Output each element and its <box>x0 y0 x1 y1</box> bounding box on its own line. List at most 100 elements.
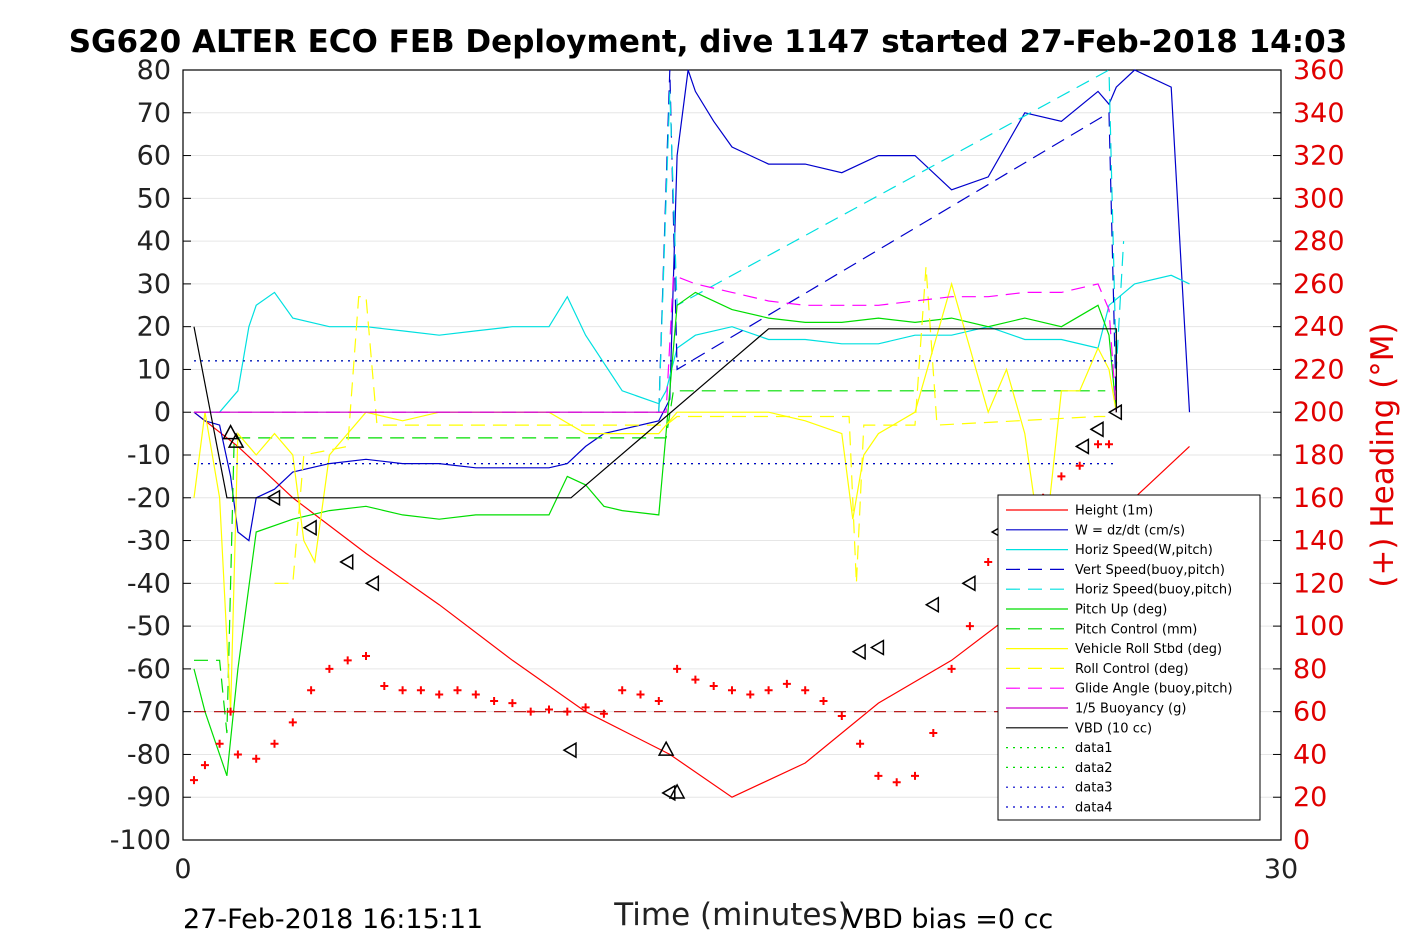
x-tick-label: 0 <box>174 854 191 885</box>
heading-point <box>929 729 938 738</box>
y-tick-label: 50 <box>137 183 171 214</box>
marker-left-triangle <box>1074 438 1090 455</box>
heading-point <box>453 686 462 695</box>
heading-point <box>746 690 755 699</box>
y-tick-label: -60 <box>127 654 171 685</box>
right-tick-label: 20 <box>1293 782 1327 813</box>
legend-label: 1/5 Buoyancy (g) <box>1075 702 1186 717</box>
y-tick-label: 70 <box>137 98 171 129</box>
y-tick-label: -40 <box>127 568 171 599</box>
marker-up-triangle <box>227 432 245 448</box>
heading-point <box>343 656 352 665</box>
right-tick-label: 260 <box>1293 269 1345 300</box>
y-tick-label: -20 <box>127 483 171 514</box>
heading-point <box>435 690 444 699</box>
right-tick-label: 160 <box>1293 483 1345 514</box>
legend-label: Horiz Speed(W,pitch) <box>1075 543 1213 558</box>
right-tick-label: 240 <box>1293 312 1345 343</box>
heading-point <box>837 711 846 720</box>
legend-label: Pitch Up (deg) <box>1075 603 1167 618</box>
legend-label: Vehicle Roll Stbd (deg) <box>1075 642 1222 657</box>
heading-point <box>984 557 993 566</box>
marker-left-triangle <box>961 575 976 592</box>
legend-label: Roll Control (deg) <box>1075 662 1189 677</box>
legend-label: W = dz/dt (cm/s) <box>1075 523 1185 538</box>
right-tick-label: 140 <box>1293 526 1345 557</box>
tick-labels: 80706050403020100-10-20-30-40-50-60-70-8… <box>110 55 1345 885</box>
marker-left-triangle <box>1107 403 1123 421</box>
heading-point <box>215 739 224 748</box>
marker-up-triangle <box>668 783 686 799</box>
heading-point <box>892 778 901 787</box>
right-tick-label: 0 <box>1293 825 1310 856</box>
heading-point <box>947 664 956 673</box>
series-vbd-10-cc <box>193 326 1117 499</box>
series-pitch-control-mm <box>194 390 1106 734</box>
heading-point <box>764 686 773 695</box>
legend-label: data1 <box>1075 741 1113 756</box>
x-tick-label: 30 <box>1264 854 1298 885</box>
y-tick-label: 80 <box>137 55 171 86</box>
marker-left-triangle <box>562 741 577 759</box>
legend-label: data4 <box>1075 801 1113 816</box>
marker-left-triangle <box>339 553 354 571</box>
series-heading <box>189 440 1113 787</box>
heading-point <box>398 686 407 695</box>
series-layer <box>189 69 1191 798</box>
heading-point <box>654 696 663 705</box>
series-glide-angle-buoy-pitch <box>194 274 1117 413</box>
heading-point <box>691 675 700 684</box>
right-tick-label: 80 <box>1293 654 1327 685</box>
series-pitch-up-deg <box>193 291 1117 776</box>
heading-point <box>380 682 389 690</box>
heading-point <box>801 686 810 695</box>
marker-left-triangle <box>1089 421 1104 438</box>
heading-point <box>728 686 736 695</box>
marker-up-triangle <box>222 424 239 440</box>
y-tick-label: 60 <box>137 141 171 172</box>
heading-point <box>189 776 198 785</box>
heading-point <box>252 754 261 763</box>
series-roll-control-deg <box>274 266 1106 584</box>
heading-point <box>508 699 517 708</box>
heading-point <box>233 750 242 759</box>
right-tick-label: 200 <box>1293 397 1345 428</box>
marker-layer <box>222 403 1123 802</box>
heading-point <box>416 686 425 695</box>
y-tick-label: -10 <box>127 440 171 471</box>
marker-left-triangle <box>851 643 866 661</box>
heading-point <box>709 682 718 690</box>
right-tick-label: 180 <box>1293 440 1345 471</box>
legend-label: VBD (10 cc) <box>1075 721 1152 736</box>
y-tick-label: -30 <box>127 526 171 557</box>
heading-point <box>307 686 316 695</box>
heading-point <box>200 761 209 770</box>
right-tick-label: 60 <box>1293 697 1327 728</box>
right-tick-label: 340 <box>1293 98 1345 129</box>
heading-point <box>874 771 883 780</box>
y-tick-label: -50 <box>127 611 171 642</box>
y-tick-label: -90 <box>127 782 171 813</box>
heading-point <box>226 707 235 716</box>
right-tick-label: 360 <box>1293 55 1345 86</box>
marker-left-triangle <box>869 639 885 656</box>
heading-point <box>270 739 279 748</box>
heading-point <box>673 664 682 673</box>
series-horiz-speed-buoy-pitch <box>658 69 1125 413</box>
legend-label: Horiz Speed(buoy,pitch) <box>1075 583 1232 598</box>
right-tick-label: 280 <box>1293 226 1345 257</box>
footer-timestamp: 27-Feb-2018 16:15:11 <box>183 904 483 935</box>
heading-point <box>325 664 334 673</box>
heading-point <box>490 696 499 705</box>
right-tick-label: 100 <box>1293 611 1345 642</box>
y-tick-label: -80 <box>127 739 171 770</box>
heading-point <box>1104 440 1113 449</box>
footer-vbd-bias: VBD bias =0 cc <box>845 904 1053 935</box>
heading-point <box>911 771 919 780</box>
heading-point <box>545 705 553 714</box>
legend-label: Pitch Control (mm) <box>1075 622 1197 637</box>
marker-left-triangle <box>924 596 940 614</box>
heading-point <box>1057 472 1066 481</box>
y-tick-label: 40 <box>137 226 171 257</box>
chart-title: SG620 ALTER ECO FEB Deployment, dive 114… <box>69 24 1348 60</box>
